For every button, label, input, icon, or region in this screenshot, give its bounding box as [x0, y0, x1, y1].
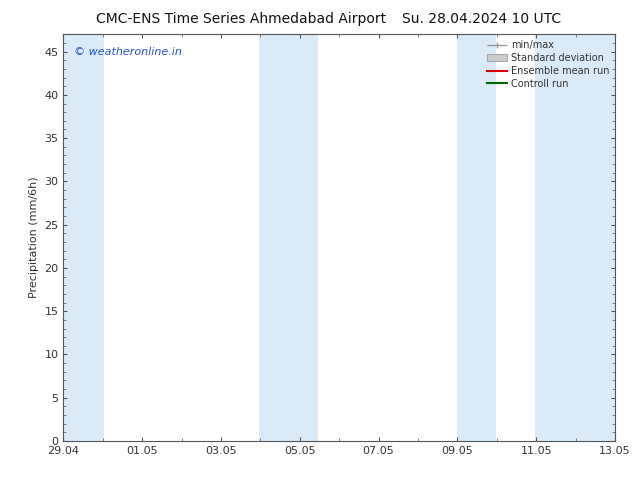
Bar	[63, 34, 104, 441]
Text: © weatheronline.in: © weatheronline.in	[74, 47, 183, 56]
Text: Su. 28.04.2024 10 UTC: Su. 28.04.2024 10 UTC	[403, 12, 561, 26]
Y-axis label: Precipitation (mm/6h): Precipitation (mm/6h)	[29, 177, 39, 298]
Legend: min/max, Standard deviation, Ensemble mean run, Controll run: min/max, Standard deviation, Ensemble me…	[483, 36, 613, 93]
Text: CMC-ENS Time Series Ahmedabad Airport: CMC-ENS Time Series Ahmedabad Airport	[96, 12, 386, 26]
Bar	[535, 34, 615, 441]
Bar	[259, 34, 318, 441]
Bar	[456, 34, 496, 441]
